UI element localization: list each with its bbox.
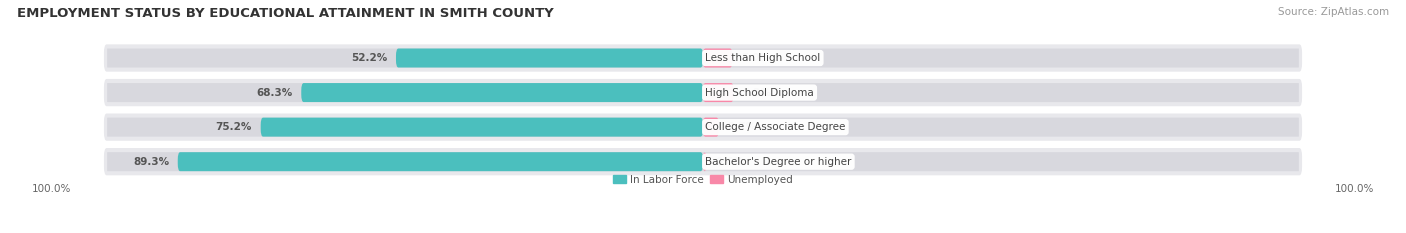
- FancyBboxPatch shape: [104, 44, 1302, 72]
- Text: High School Diploma: High School Diploma: [706, 88, 814, 98]
- FancyBboxPatch shape: [703, 83, 734, 102]
- FancyBboxPatch shape: [703, 118, 1299, 137]
- FancyBboxPatch shape: [703, 152, 1299, 171]
- FancyBboxPatch shape: [703, 48, 733, 68]
- Text: College / Associate Degree: College / Associate Degree: [706, 122, 845, 132]
- FancyBboxPatch shape: [301, 83, 703, 102]
- Text: 75.2%: 75.2%: [215, 122, 252, 132]
- Legend: In Labor Force, Unemployed: In Labor Force, Unemployed: [609, 171, 797, 189]
- Text: 5.2%: 5.2%: [742, 88, 772, 98]
- FancyBboxPatch shape: [703, 83, 1299, 102]
- FancyBboxPatch shape: [107, 118, 703, 137]
- FancyBboxPatch shape: [703, 152, 707, 171]
- Text: Less than High School: Less than High School: [706, 53, 821, 63]
- FancyBboxPatch shape: [703, 118, 718, 137]
- FancyBboxPatch shape: [396, 48, 703, 68]
- Text: Bachelor's Degree or higher: Bachelor's Degree or higher: [706, 157, 852, 167]
- FancyBboxPatch shape: [260, 118, 703, 137]
- FancyBboxPatch shape: [104, 79, 1302, 106]
- FancyBboxPatch shape: [703, 48, 1299, 68]
- FancyBboxPatch shape: [107, 83, 703, 102]
- Text: Source: ZipAtlas.com: Source: ZipAtlas.com: [1278, 7, 1389, 17]
- Text: 68.3%: 68.3%: [256, 88, 292, 98]
- Text: 100.0%: 100.0%: [32, 184, 72, 194]
- Text: 0.6%: 0.6%: [716, 157, 744, 167]
- FancyBboxPatch shape: [107, 152, 703, 171]
- FancyBboxPatch shape: [104, 148, 1302, 175]
- Text: 89.3%: 89.3%: [134, 157, 169, 167]
- Text: 100.0%: 100.0%: [1334, 184, 1374, 194]
- Text: 52.2%: 52.2%: [352, 53, 387, 63]
- FancyBboxPatch shape: [107, 48, 703, 68]
- Text: 2.7%: 2.7%: [727, 122, 756, 132]
- Text: 5.0%: 5.0%: [741, 53, 770, 63]
- FancyBboxPatch shape: [104, 113, 1302, 141]
- Text: EMPLOYMENT STATUS BY EDUCATIONAL ATTAINMENT IN SMITH COUNTY: EMPLOYMENT STATUS BY EDUCATIONAL ATTAINM…: [17, 7, 554, 20]
- FancyBboxPatch shape: [177, 152, 703, 171]
